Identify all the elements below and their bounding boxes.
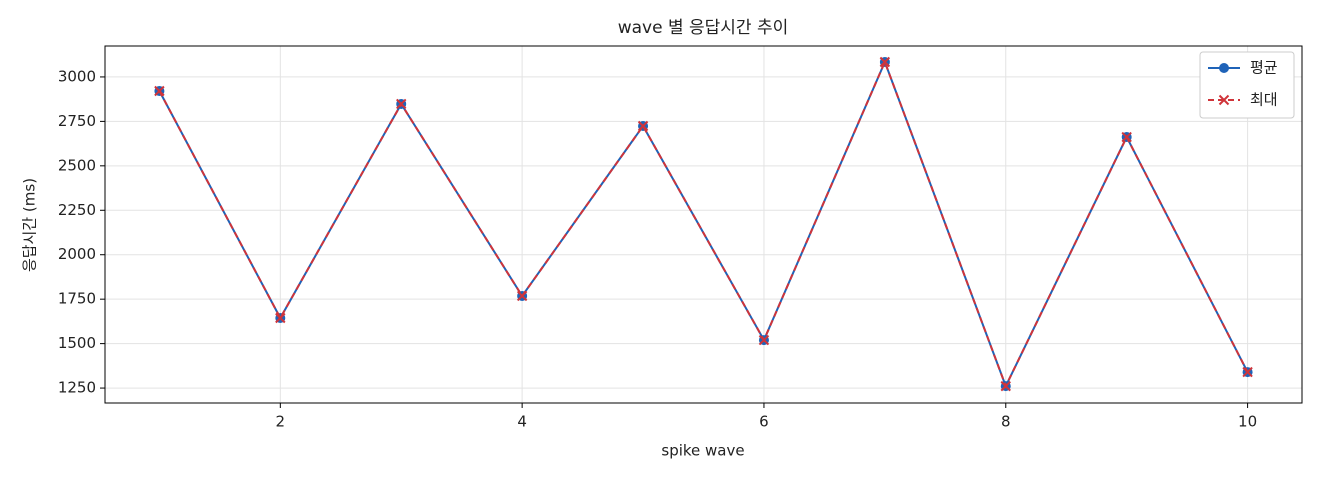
- y-tick-label: 2000: [58, 245, 96, 263]
- legend-label: 최대: [1250, 91, 1278, 109]
- point: [275, 312, 286, 324]
- legend-marker: [1218, 94, 1230, 106]
- point: [154, 85, 165, 97]
- point: [1000, 380, 1011, 392]
- legend-box: [1199, 51, 1295, 119]
- x-axis-label: spike wave: [661, 442, 744, 460]
- line: [158, 59, 1249, 389]
- x-tick-label: 2: [276, 413, 286, 431]
- y-tick-label: 1750: [58, 290, 96, 308]
- y-tick-label: 3000: [58, 67, 96, 85]
- x-tick-label: 8: [1001, 413, 1011, 431]
- x-tick-label: 4: [517, 413, 527, 431]
- point: [879, 56, 891, 68]
- plot-frame: [104, 45, 1303, 404]
- y-tick-label: 2500: [58, 156, 96, 174]
- y-tick-label: 2250: [58, 201, 96, 219]
- point: [516, 290, 528, 302]
- point: [1242, 366, 1253, 378]
- legend-marker: [1219, 63, 1229, 73]
- x-tick-label: 10: [1238, 413, 1257, 431]
- chart-title: wave 별 응답시간 추이: [618, 18, 789, 38]
- point: [637, 120, 649, 132]
- point: [1121, 131, 1132, 143]
- x-tick-label: 6: [759, 413, 769, 431]
- y-tick-label: 1250: [58, 379, 96, 397]
- point: [396, 98, 407, 110]
- point: [758, 334, 770, 346]
- y-tick-label: 1500: [58, 334, 96, 352]
- y-axis-label: 응답시간 (ms): [21, 178, 39, 272]
- legend-label: 평균: [1250, 59, 1278, 77]
- y-tick-label: 2750: [58, 112, 96, 130]
